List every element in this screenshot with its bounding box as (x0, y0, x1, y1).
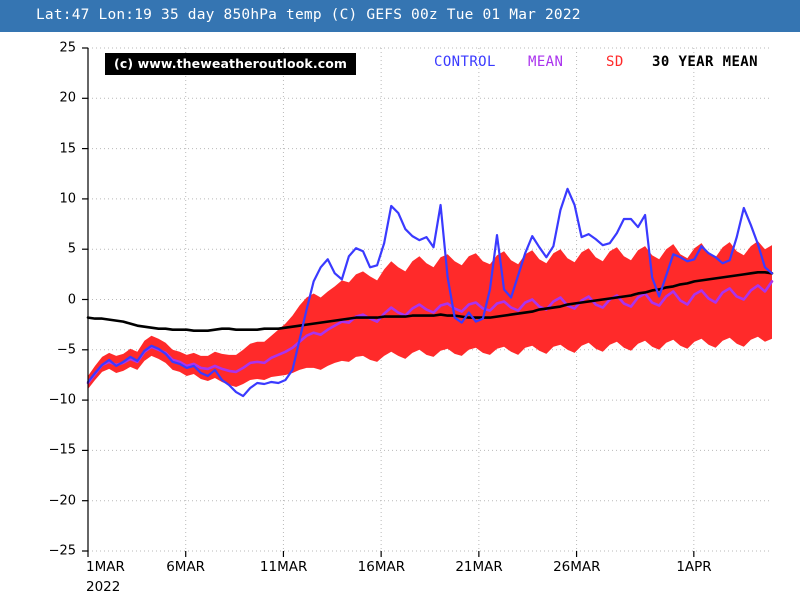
y-axis-tick-2: 15 (59, 141, 76, 157)
x-axis-year-label: 2022 (86, 579, 121, 595)
copyright-watermark: (c) www.theweatheroutlook.com (105, 53, 357, 75)
title-bar: Lat:47 Lon:19 35 day 850hPa temp (C) GEF… (0, 0, 800, 32)
chart-area: 25 20 15 10 5 0 −5 −10 −15 −20 −25 1MAR 6MAR 11MAR 16… (0, 32, 800, 600)
y-axis-tick-10: −25 (48, 543, 76, 559)
x-axis-tick-6: 1APR (676, 559, 712, 575)
y-axis-tick-1: 20 (59, 90, 76, 106)
legend-item-control: CONTROL (434, 54, 496, 70)
y-axis-tick-6: −5 (56, 342, 76, 358)
legend-item-mean: MEAN (528, 54, 564, 70)
y-axis-tick-0: 25 (59, 40, 76, 56)
y-axis-tick-9: −20 (48, 493, 76, 509)
x-axis-tick-1: 6MAR (166, 559, 206, 575)
chart-plot-svg (82, 47, 774, 557)
x-axis-tick-4: 21MAR (455, 559, 503, 575)
y-axis-tick-7: −10 (48, 392, 76, 408)
legend-item-30-year-mean: 30 YEAR MEAN (652, 54, 758, 70)
y-axis-tick-8: −15 (48, 442, 76, 458)
y-axis-tick-4: 5 (67, 241, 76, 257)
page-title: Lat:47 Lon:19 35 day 850hPa temp (C) GEF… (36, 7, 581, 23)
y-axis-tick-3: 10 (59, 191, 76, 207)
x-axis-tick-0: 1MAR (86, 559, 125, 575)
y-axis-tick-5: 0 (67, 292, 76, 307)
x-axis-tick-5: 26MAR (553, 559, 601, 575)
x-axis-tick-2: 11MAR (259, 559, 308, 575)
x-axis-tick-3: 16MAR (357, 559, 406, 575)
legend-item-sd: SD (606, 54, 624, 70)
